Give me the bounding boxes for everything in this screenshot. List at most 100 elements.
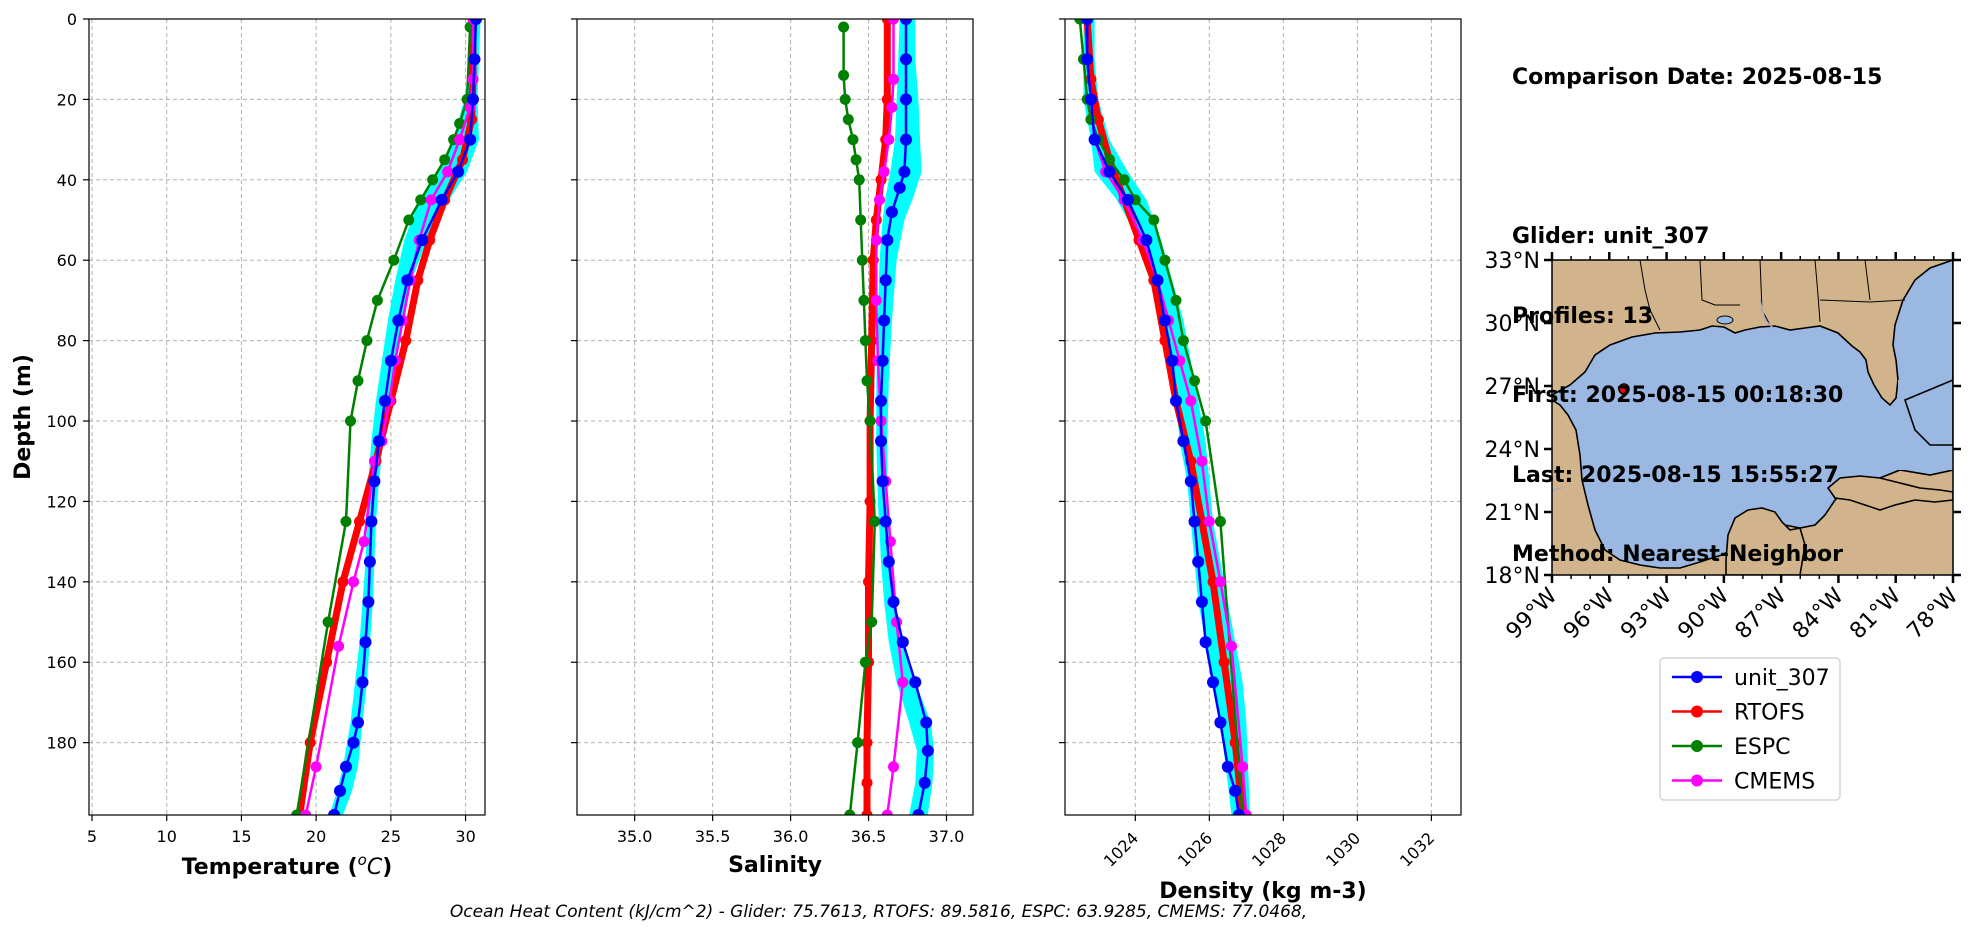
data-point-unit_307 — [1229, 784, 1242, 797]
data-point-unit_307 — [1103, 165, 1116, 178]
data-point-rtofs — [870, 214, 882, 226]
data-point-unit_307 — [356, 676, 369, 689]
data-point-unit_307 — [1081, 19, 1094, 25]
data-point-unit_307 — [900, 19, 912, 25]
map-lat-label: 24°N — [1485, 438, 1540, 463]
data-point-unit_307 — [885, 206, 898, 218]
data-point-cmems — [358, 536, 370, 548]
data-point-espc — [1159, 254, 1171, 266]
x-tick-label: 36.0 — [773, 827, 809, 846]
footer-ohc: Ocean Heat Content (kJ/cm^2) - Glider: 7… — [0, 902, 1987, 922]
data-point-unit_307 — [347, 736, 360, 749]
data-point-unit_307 — [1199, 636, 1212, 649]
data-point-unit_307 — [896, 636, 909, 649]
y-tick-label: 0 — [67, 10, 77, 29]
y-tick-label: 100 — [46, 412, 77, 431]
data-point-unit_307 — [392, 314, 405, 327]
data-point-espc — [853, 174, 865, 186]
map-state-border-2 — [1699, 260, 1740, 306]
data-point-rtofs — [321, 656, 333, 668]
data-point-unit_307 — [1081, 53, 1094, 66]
info-panel: Comparison Date: 2025-08-15 Glider: unit… — [1512, 12, 1882, 595]
data-point-espc — [361, 335, 373, 347]
data-point-espc — [454, 118, 466, 129]
data-point-unit_307 — [365, 515, 378, 528]
data-point-espc — [850, 154, 862, 166]
data-point-espc — [838, 69, 850, 81]
data-point-unit_307 — [875, 394, 887, 407]
data-point-espc — [847, 134, 859, 146]
data-point-espc — [842, 114, 854, 125]
map-state-border-4 — [1814, 260, 1821, 323]
x-axis-label-temperature: Temperature (oC) — [182, 851, 393, 880]
data-point-unit_307 — [452, 165, 465, 178]
data-point-espc — [1189, 375, 1200, 387]
data-point-unit_307 — [1140, 234, 1153, 247]
data-point-cmems — [1196, 455, 1208, 467]
x-axis-label-density: Density (kg m-3) — [1159, 879, 1367, 904]
data-point-unit_307 — [900, 53, 912, 66]
data-point-espc — [352, 375, 364, 387]
x-tick-label: 20 — [306, 827, 326, 846]
map-lake — [1716, 315, 1734, 325]
data-point-espc — [1177, 335, 1189, 347]
data-point-espc — [345, 415, 356, 427]
data-point-unit_307 — [1232, 809, 1245, 815]
data-point-unit_307 — [1221, 760, 1234, 773]
map-river-2 — [1552, 487, 1563, 491]
data-point-unit_307 — [900, 133, 912, 146]
map-cuba — [1826, 475, 1953, 511]
data-point-espc — [839, 93, 851, 105]
method: Method: Nearest-Neighbor — [1512, 542, 1843, 567]
data-point-unit_307 — [467, 93, 479, 106]
legend-marker — [1691, 705, 1703, 718]
data-point-rtofs — [1085, 73, 1097, 85]
data-point-unit_307 — [464, 133, 477, 146]
data-point-unit_307 — [363, 555, 376, 568]
data-point-espc — [427, 174, 439, 186]
map-lat-label: 30°N — [1485, 312, 1540, 337]
data-point-espc — [1148, 214, 1160, 226]
density-panel: 1024 1026 1028 1030 1032 — [1059, 18, 1462, 871]
data-point-espc — [859, 656, 871, 668]
x-tick-label: 15 — [231, 827, 251, 846]
data-point-unit_307 — [900, 93, 912, 106]
data-point-espc — [371, 294, 383, 306]
data-point-unit_307 — [918, 776, 931, 789]
data-point-unit_307 — [1166, 354, 1179, 367]
data-point-unit_307 — [352, 716, 364, 729]
data-point-espc — [340, 516, 352, 527]
legend-label: ESPC — [1734, 735, 1791, 760]
data-point-unit_307 — [876, 354, 889, 367]
data-point-cmems — [1203, 516, 1215, 527]
data-point-rtofs — [881, 93, 893, 105]
data-point-espc — [859, 335, 871, 347]
data-point-espc — [388, 254, 400, 266]
data-point-cmems — [300, 809, 312, 815]
y-tick-label: 40 — [57, 171, 77, 190]
data-point-espc — [864, 415, 876, 427]
data-point-espc — [1214, 516, 1226, 527]
y-tick-label: 60 — [57, 251, 77, 270]
data-point-espc — [291, 809, 303, 815]
x-tick-label: 25 — [381, 827, 401, 846]
data-point-unit_307 — [470, 19, 482, 25]
data-point-unit_307 — [875, 435, 887, 448]
first-time: First: 2025-08-15 00:18:30 — [1512, 383, 1844, 408]
x-axis-label-salinity: Salinity — [728, 853, 822, 878]
data-point-unit_307 — [881, 234, 894, 247]
salinity-panel: 35.0 35.5 36.0 36.5 37.0 — [571, 18, 974, 846]
data-point-espc — [415, 194, 427, 206]
data-point-unit_307 — [1170, 394, 1182, 407]
y-tick-label: 140 — [46, 573, 77, 592]
y-tick-label: 80 — [57, 332, 77, 351]
data-point-rtofs — [861, 737, 873, 749]
data-point-unit_307 — [876, 475, 889, 488]
axes-frame — [88, 18, 486, 816]
data-point-unit_307 — [912, 809, 925, 815]
data-point-cmems — [1226, 640, 1237, 652]
x-tick-label: 30 — [455, 827, 475, 846]
legend-marker — [1691, 671, 1703, 683]
data-point-unit_307 — [879, 274, 892, 287]
x-tick-label: 1024 — [1100, 828, 1142, 870]
